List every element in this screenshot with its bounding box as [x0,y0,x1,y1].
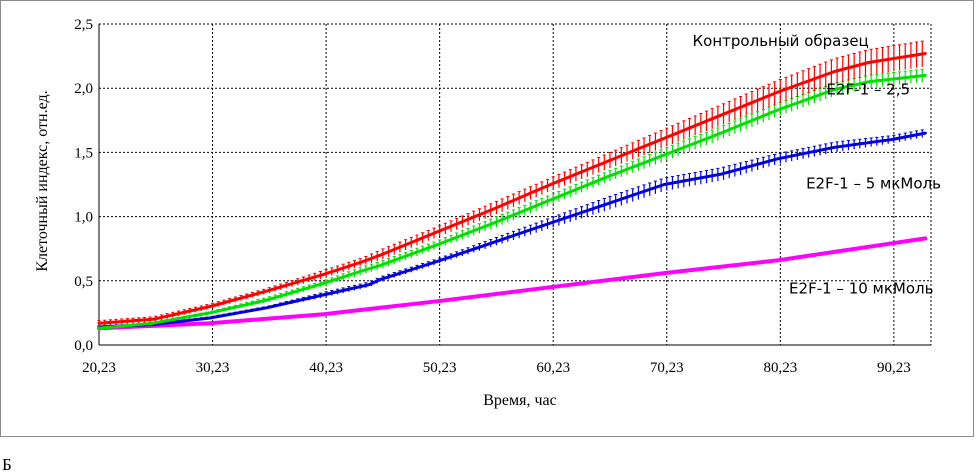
y-tick-labels: 0,0 0,5 1,0 1,5 2,0 2,5 [74,17,93,354]
x-tick-label: 50,23 [423,360,457,376]
data-point [208,316,212,320]
data-point [549,198,552,202]
x-axis-title: Время, час [483,392,557,409]
data-point [208,305,212,308]
data-point [379,253,382,257]
data-point [662,271,666,275]
series-2 [97,68,927,330]
data-point [662,153,666,157]
data-point [208,311,212,315]
data-point [322,282,325,285]
x-tick-label: 30,23 [196,360,230,376]
series-annotation: E2F-1 – 10 мкМоль [789,280,933,298]
data-point [833,88,836,91]
data-point [924,74,927,77]
data-point [151,318,155,321]
y-axis-title: Клеточный индекс, отн.ед. [34,90,51,271]
data-point [435,300,439,303]
chart-frame: 0,0 0,5 1,0 1,5 2,0 2,5 20,23 30,23 40,23 50,23 6… [0,0,974,437]
data-point [549,221,552,225]
y-tick-label: 0,5 [74,274,93,290]
x-tick-labels: 20,23 30,23 40,23 50,23 60,23 70,23 80,23 90,23 [82,360,911,376]
data-point [662,183,666,186]
series-annotation: E2F-1 – 5 мкМоль [806,174,941,192]
data-point [362,260,365,263]
data-point [208,321,212,325]
data-point [719,131,723,135]
data-point [606,202,609,205]
series-1 [97,40,927,326]
data-point [322,312,325,316]
data-point [833,146,836,149]
series-layer [97,40,928,331]
series-annotations: Контрольный образец E2F-1 – 2,5 E2F-1 – 5 … [693,32,941,298]
data-point [265,289,268,293]
data-point [435,230,439,234]
x-tick-label: 90,23 [877,360,911,376]
data-point [924,52,927,55]
data-point [924,237,927,240]
series-3-error-bars [97,129,924,329]
data-point [265,306,268,309]
series-3 [97,129,927,329]
data-point [151,321,155,325]
y-tick-label: 2,0 [74,81,93,97]
data-point [924,131,927,135]
data-point [606,160,609,163]
data-point [867,61,870,64]
y-tick-label: 1,0 [74,210,93,226]
series-3-line [97,131,927,329]
x-tick-label: 40,23 [309,360,343,376]
data-point [322,273,325,276]
data-point [97,321,101,325]
data-point [435,243,439,247]
data-point [719,113,723,117]
data-point [549,286,552,289]
data-point [890,138,893,141]
data-point [265,298,268,302]
series-4-line [97,236,928,331]
cell-index-chart: 0,0 0,5 1,0 1,5 2,0 2,5 20,23 30,23 40,23 50,23 6… [34,17,941,409]
data-point [776,157,779,161]
panel-letter: Б [2,455,12,474]
data-point [549,183,552,186]
data-point [719,173,723,176]
data-point [322,293,325,297]
series-annotation: E2F-1 – 2,5 [827,81,911,99]
data-point [776,259,779,262]
data-point [379,278,382,281]
data-point [776,108,779,112]
y-tick-label: 2,5 [74,17,93,33]
y-tick-label: 1,5 [74,145,93,161]
x-tick-label: 20,23 [82,360,116,376]
data-point [606,175,609,178]
data-point [492,221,496,225]
series-annotation: Контрольный образец [693,32,869,50]
data-point [867,80,870,83]
data-point [367,283,371,286]
data-point [435,260,439,263]
data-point [833,70,836,73]
data-point [776,90,779,94]
y-tick-label: 0,0 [74,338,93,354]
data-point [97,327,101,330]
data-point [379,264,382,267]
x-tick-label: 80,23 [763,360,797,376]
x-tick-label: 70,23 [650,360,684,376]
data-point [662,137,666,140]
data-point [362,269,365,272]
data-point [492,207,496,211]
x-tick-label: 60,23 [536,360,570,376]
grid-lines [98,23,932,346]
data-point [492,241,496,244]
